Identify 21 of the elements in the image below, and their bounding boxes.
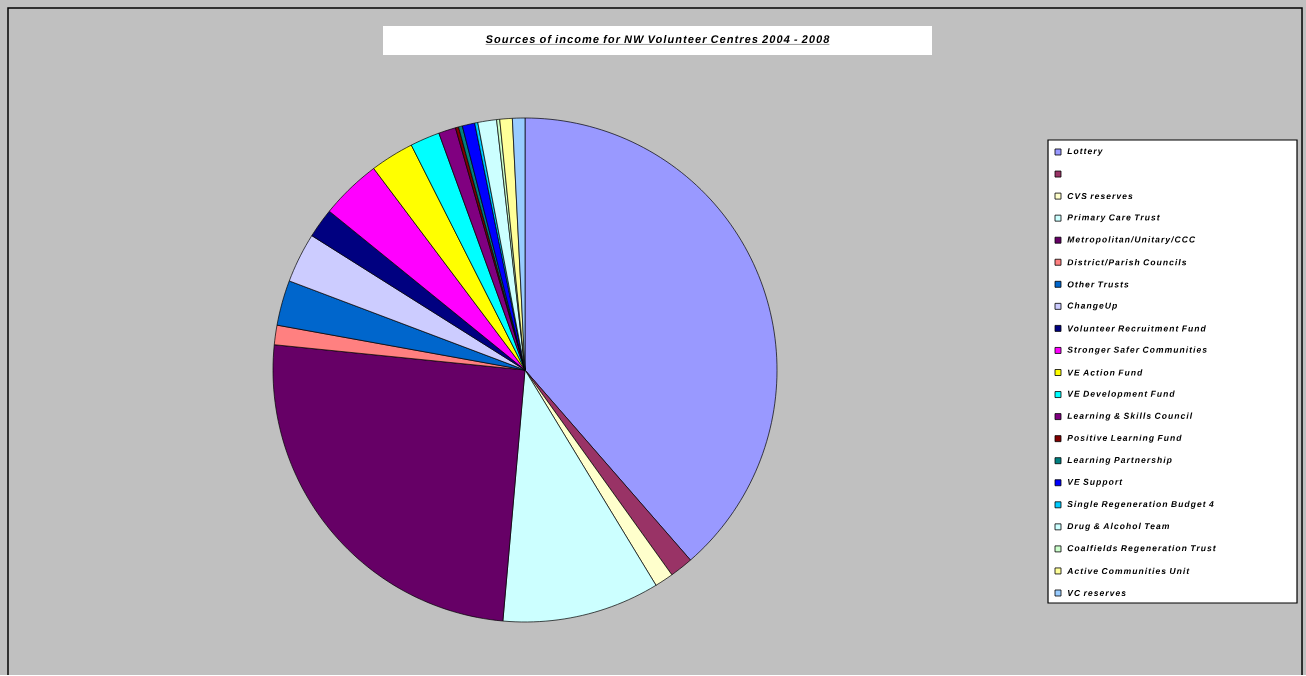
legend-label: Positive Learning Fund (1067, 434, 1182, 443)
legend-label: Single Regeneration Budget 4 (1067, 500, 1214, 509)
legend-label: VE Action Fund (1067, 369, 1143, 376)
legend-label: Drug & Alcohol Team (1067, 522, 1170, 531)
legend-label: District/Parish Councils (1067, 259, 1187, 266)
legend-label: Volunteer Recruitment Fund (1067, 325, 1206, 332)
legend-label: CVS reserves (1067, 193, 1133, 200)
legend-label: Other Trusts (1067, 281, 1129, 288)
chart-title: Sources of income for NW Volunteer Centres 2004 - 2008 (485, 35, 830, 44)
legend-label: Stronger Safer Communities (1067, 346, 1207, 355)
legend-label: Metropolitan/Unitary/CCC (1067, 236, 1196, 245)
legend-label: VC reserves (1067, 590, 1126, 597)
legend-label: VE Development Fund (1067, 390, 1175, 399)
legend-label: Coalfields Regeneration Trust (1067, 545, 1216, 554)
legend-label: Learning & Skills Council (1067, 412, 1193, 421)
legend-label: Active Communities Unit (1067, 567, 1190, 575)
legend-label: Lottery (1067, 148, 1103, 156)
legend-label: ChangeUp (1067, 302, 1117, 311)
legend-label: Primary Care Trust (1067, 214, 1160, 223)
legend-label: VE Support (1067, 478, 1123, 487)
legend-label: Learning Partnership (1067, 456, 1172, 465)
